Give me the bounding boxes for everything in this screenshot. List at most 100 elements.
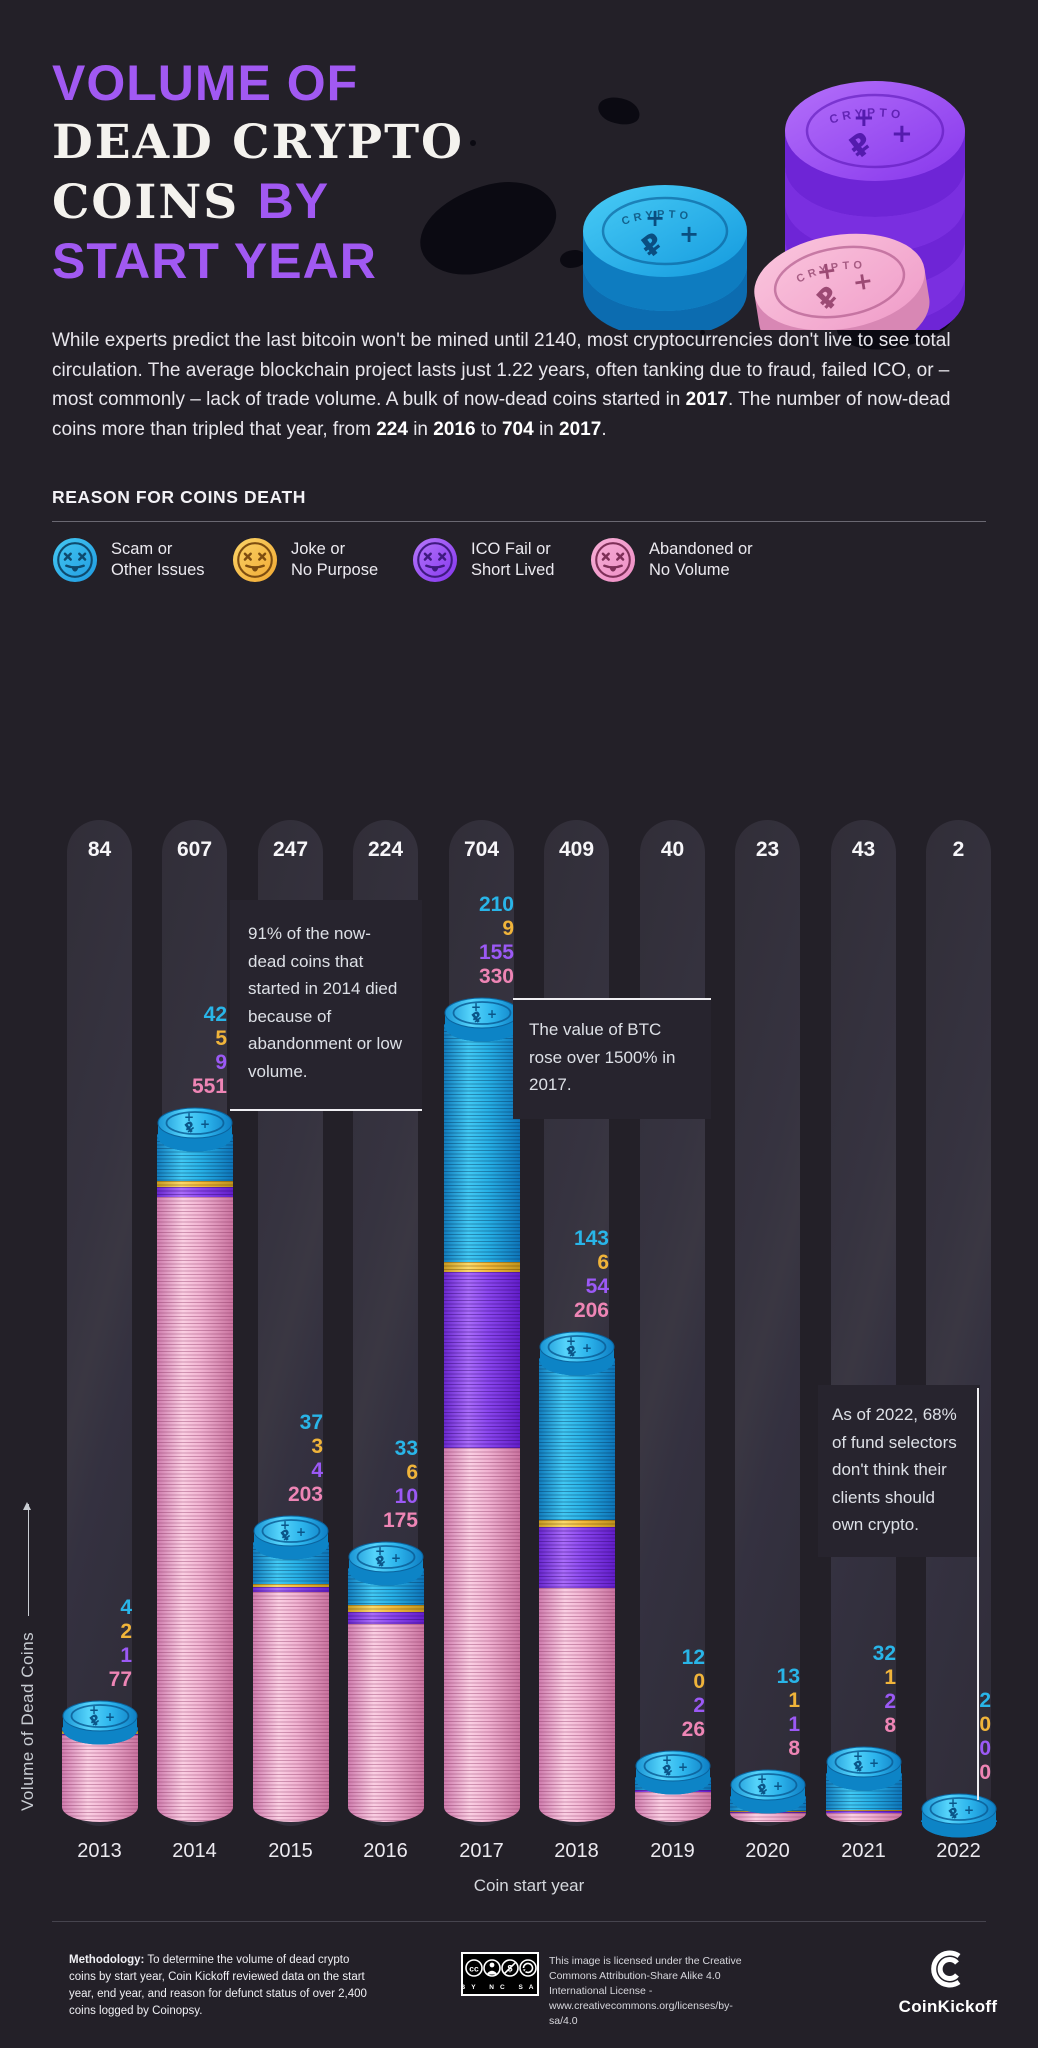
bar-segment [538,1358,615,1521]
bar-total-label: 607 [176,838,213,861]
bar-segment [61,1734,138,1822]
bar-track [67,820,132,1826]
title-line: DEAD CRYPTO [52,115,464,170]
svg-text:+: + [105,1710,115,1724]
x-tick-label: 2014 [172,1840,217,1862]
svg-text:+: + [853,103,875,133]
svg-text:+: + [948,1796,958,1810]
coin-cap-icon: + + ₽ [348,1541,423,1586]
x-tick-label: 2016 [363,1840,408,1862]
footer-divider [52,1921,986,1922]
coin-cap-icon: + + ₽ [730,1769,805,1814]
bar-breakdown-value: 551 [191,1074,227,1098]
svg-text:+: + [662,1753,672,1767]
bar-stack [156,1133,233,1822]
brand-lockup: CoinKickoff [893,1948,1003,2017]
coin-cap-icon: + + ₽ [539,1331,614,1376]
bar-breakdown-labels: 33 6 10 175 [326,1437,418,1533]
legend-item-label: Joke or No Purpose [291,540,379,579]
bar-track [735,820,800,1826]
bar-breakdown-labels: 13 1 1 8 [708,1665,800,1761]
crypto-coins-illustration: CRYPTO + + ₽ CRYPTO + + ₽ [583,81,965,330]
bar-breakdown-value: 143 [573,1227,609,1251]
bar-breakdown-value: 12 [681,1645,705,1669]
svg-text:+: + [757,1772,767,1786]
svg-text:+: + [487,1007,497,1021]
dead-face-icon [52,537,98,583]
x-tick-label: 2022 [936,1840,981,1862]
license-text: This image is licensed under the Creativ… [549,1955,742,2027]
bar-segment [443,1023,520,1262]
svg-text:+: + [296,1525,306,1539]
bar-breakdown-value: 0 [979,1736,991,1760]
svg-text:+: + [566,1334,576,1348]
bar-total-label: 704 [463,838,500,861]
title-line: COINS BY [52,173,330,230]
ink-dot [700,330,705,335]
y-axis-label: Volume of Dead Coins [15,1471,41,1811]
bar-breakdown-labels: 32 1 2 8 [804,1642,896,1738]
bar-breakdown-value: 37 [299,1410,323,1434]
bar-breakdown-value: 3 [311,1434,323,1458]
ink-splatter [560,250,586,268]
svg-text:+: + [375,1544,385,1558]
x-tick-label: 2017 [459,1840,504,1862]
bar-breakdown-value: 6 [406,1460,418,1484]
svg-text:+: + [891,119,913,149]
dead-face-icon [412,537,458,583]
bar-breakdown-value: 77 [108,1667,132,1691]
bar-stack [252,1541,329,1822]
bar-total-label: 247 [272,838,309,861]
bar-breakdown-value: 1 [884,1666,896,1690]
bar-breakdown-value: 175 [382,1508,418,1532]
legend-item-label: Scam or Other Issues [111,540,205,579]
annotation-2014: 91% of the now-dead coins that started i… [230,900,422,1111]
bar-segment [825,1812,902,1822]
x-axis-label: Coin start year [473,1876,585,1895]
bar-total-label: 2 [952,838,965,861]
legend-item-label: Abandoned or No Volume [649,540,753,579]
svg-text:+: + [471,1000,481,1014]
intro-paragraph: While experts predict the last bitcoin w… [52,330,951,440]
annotation-2022-line [977,1388,979,1800]
bar-segment [347,1605,424,1613]
legend-item: Abandoned or No Volume [590,537,753,583]
bar-breakdown-value: 155 [478,940,514,964]
methodology-label: Methodology: [69,1954,145,1966]
bar-breakdown-value: 1 [788,1712,800,1736]
svg-text:+: + [679,220,699,248]
bar-segment [156,1181,233,1187]
x-tick-label: 2018 [554,1840,599,1862]
creative-commons-badge-icon: cc $ BY NC SA [461,1952,539,1996]
coin-cap-icon: + + ₽ [921,1793,996,1838]
coin-cap-icon: + + ₽ [157,1107,232,1152]
bar-stack [347,1567,424,1822]
bar-breakdown-labels: 210 9 155 330 [422,893,514,989]
legend-item-label: ICO Fail or Short Lived [471,540,555,579]
bar-segment [252,1591,329,1822]
svg-text:+: + [200,1117,210,1131]
title-line: VOLUME OF [52,55,359,111]
svg-text:+: + [89,1703,99,1717]
svg-text:+: + [678,1760,688,1774]
svg-text:+: + [391,1551,401,1565]
bar-breakdown-labels: 42 5 9 551 [135,1003,227,1099]
coinkickoff-logo-icon [931,1950,961,1988]
x-tick-label: 2013 [77,1840,122,1862]
svg-text:+: + [815,256,839,287]
bar-segment [347,1612,424,1624]
bar-breakdown-value: 33 [394,1436,418,1460]
bar-breakdown-labels: 143 6 54 206 [517,1227,609,1323]
bar-total-label: 40 [660,838,685,861]
svg-text:+: + [869,1756,879,1770]
bar-segment [538,1588,615,1822]
bar-total-label: 43 [851,838,876,861]
bar-breakdown-value: 4 [120,1595,132,1619]
coin-cap-icon: + + ₽ [444,997,519,1042]
legend-item: Scam or Other Issues [52,537,205,583]
bar-breakdown-value: 10 [394,1484,418,1508]
bar-segment [443,1447,520,1822]
bar-segment [634,1792,711,1822]
bar-breakdown-value: 54 [585,1275,609,1299]
bar-segment [252,1583,329,1588]
